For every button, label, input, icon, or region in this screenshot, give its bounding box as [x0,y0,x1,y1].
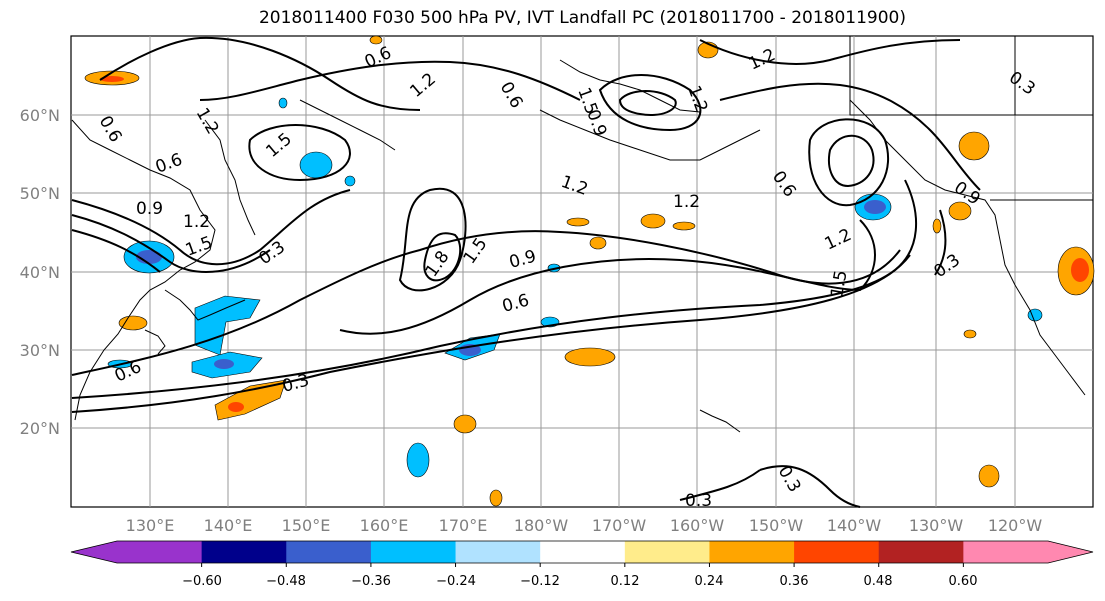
contour-label: 1.2 [183,212,210,232]
lon-label: 160°E [360,516,409,535]
graticule [71,36,1093,507]
colorbar-ticks: −0.60 −0.48 −0.36 −0.24 −0.12 0.12 0.24 … [182,574,977,589]
colorbar-tick-label: 0.48 [864,574,893,589]
colorbar-tick-label: 0.36 [780,574,809,589]
colorbar-tick-label: 0.24 [695,574,724,589]
lat-label: 60°N [20,106,60,125]
pv-contours [71,36,981,508]
colorbar-segment [455,541,541,563]
colorbar-segment [709,541,795,563]
map-title: 2018011400 F030 500 hPa PV, IVT Landfall… [258,8,906,28]
lon-label: 150°W [749,516,804,535]
colorbar-outline [70,540,1094,564]
colorbar-tick-label: −0.60 [182,574,222,589]
colorbar-tick-label: −0.24 [436,574,476,589]
colorbar-tick-label: −0.48 [266,574,306,589]
latitude-labels: 60°N 50°N 40°N 30°N 20°N [20,106,60,438]
contour-label: 1.2 [673,192,700,212]
colorbar-segment [370,541,457,563]
lat-label: 20°N [20,419,60,438]
colorbar-tick-label: 0.60 [949,574,978,589]
contour-label: 0.9 [136,199,163,219]
lon-label: 130°E [126,516,175,535]
lat-label: 50°N [20,184,60,203]
longitude-labels: 130°E 140°E 150°E 160°E 170°E 180°W 170°… [126,516,1043,535]
colorbar-segment [540,541,626,563]
lat-label: 30°N [20,341,60,360]
colorbar-segment [794,541,880,563]
lon-label: 140°E [204,516,253,535]
colorbar-segment [963,541,1049,563]
lon-label: 170°W [592,516,647,535]
contour-label: 1.5 [827,269,851,299]
colorbar-segment [117,541,203,563]
lon-label: 140°W [827,516,882,535]
colorbar-min-extension [71,541,117,563]
colorbar-tick-label: −0.12 [520,574,560,589]
coastlines [71,36,1093,433]
colorbar-segment [286,541,372,563]
contour-label: 0.3 [685,491,712,511]
lon-label: 180°W [514,516,569,535]
colorbar-segment [624,541,710,563]
lon-label: 170°E [439,516,488,535]
lon-label: 130°W [909,516,964,535]
lon-label: 150°E [282,516,331,535]
colorbar-segment [878,541,964,563]
colorbar-tick-label: 0.12 [611,574,640,589]
colorbar [70,540,1094,567]
colorbar-segment [201,541,287,563]
lon-label: 120°W [988,516,1043,535]
colorbar-max-extension [1048,541,1093,563]
colorbar-tick-label: −0.36 [351,574,391,589]
pv-shading [84,35,1095,507]
lat-label: 40°N [20,263,60,282]
lon-label: 160°W [670,516,725,535]
